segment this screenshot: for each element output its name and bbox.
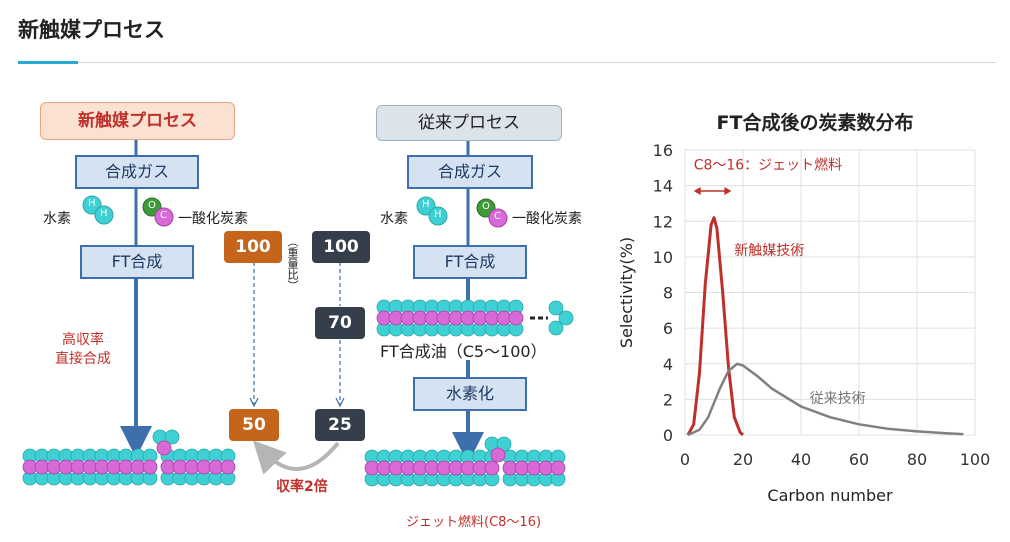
carbon-atom bbox=[220, 459, 236, 475]
y-axis-label: Selectivity(%) bbox=[617, 237, 636, 348]
chart-series bbox=[686, 216, 964, 437]
range-arrow-head bbox=[693, 186, 701, 195]
x-tick-label: 80 bbox=[907, 450, 927, 469]
old-hydrogenation-step: 水素化 bbox=[413, 377, 527, 411]
y-tick-label: 12 bbox=[653, 212, 673, 231]
y-tick-label: 10 bbox=[653, 248, 673, 267]
atom-h-label: H bbox=[422, 199, 430, 210]
ft-oil-label: FT合成油（C5～100） bbox=[380, 342, 547, 361]
series-label-old: 従来技術 bbox=[810, 391, 866, 407]
hydrocarbon-chain-illustrations bbox=[22, 299, 574, 487]
carbon-atom bbox=[550, 460, 566, 476]
new-hydrogen-label: 水素 bbox=[43, 211, 71, 227]
old-syngas-step: 合成ガス bbox=[407, 155, 533, 189]
chart-title: FT合成後の炭素数分布 bbox=[716, 112, 914, 134]
series-label-new: 新触媒技術 bbox=[734, 243, 804, 259]
atom-o-label: O bbox=[482, 201, 490, 212]
atom-h-label: H bbox=[434, 209, 442, 220]
new-process-note: 高収率 直接合成 bbox=[55, 332, 111, 367]
yield-label: 収率2倍 bbox=[276, 479, 328, 495]
chart-tick-labels: 0 2 4 6 8 10 12 14 16 0 20 40 60 80 100 Carbon number Se… bbox=[617, 141, 990, 505]
series-line bbox=[687, 362, 964, 437]
x-axis-label: Carbon number bbox=[767, 486, 893, 505]
series-line bbox=[686, 216, 745, 437]
x-tick-label: 20 bbox=[733, 450, 753, 469]
page-title: 新触媒プロセス bbox=[18, 18, 165, 42]
co-molecule-icon-old bbox=[476, 198, 508, 228]
atom-o-label: O bbox=[148, 200, 156, 211]
weight-ratio-note: （重量比） bbox=[286, 236, 299, 291]
new-value-start: 100 bbox=[224, 231, 282, 263]
y-tick-label: 6 bbox=[663, 319, 673, 338]
atom-h-label: H bbox=[88, 198, 96, 209]
old-value-middle: 70 bbox=[315, 307, 365, 339]
new-process-header: 新触媒プロセス bbox=[40, 102, 235, 140]
y-tick-label: 0 bbox=[663, 426, 673, 445]
new-syngas-step: 合成ガス bbox=[75, 155, 199, 189]
co-molecule-icon bbox=[142, 197, 174, 227]
y-tick-label: 14 bbox=[653, 177, 673, 196]
hydrogen-atom bbox=[558, 310, 574, 326]
hydrogen-molecule-icon-old bbox=[416, 196, 448, 226]
atom-h-label: H bbox=[100, 208, 108, 219]
carbon-atom bbox=[508, 310, 524, 326]
carbon-atom bbox=[484, 460, 500, 476]
jet-fuel-annotation: C8～16：ジェット燃料 bbox=[694, 157, 843, 174]
hydrogen-atom bbox=[164, 429, 180, 445]
carbon-atom bbox=[490, 447, 506, 463]
x-tick-label: 60 bbox=[849, 450, 869, 469]
new-co-label: 一酸化炭素 bbox=[178, 211, 248, 227]
x-tick-label: 0 bbox=[680, 450, 690, 469]
new-value-end: 50 bbox=[229, 409, 279, 441]
carbon-atom bbox=[156, 440, 172, 456]
old-ft-step: FT合成 bbox=[413, 245, 527, 279]
new-ft-step: FT合成 bbox=[80, 245, 194, 279]
y-tick-label: 4 bbox=[663, 355, 673, 374]
old-process-header: 従来プロセス bbox=[376, 105, 562, 141]
old-value-end: 25 bbox=[315, 409, 365, 441]
old-co-label: 一酸化炭素 bbox=[512, 211, 582, 227]
title-divider-accent bbox=[18, 61, 78, 64]
x-tick-label: 100 bbox=[960, 450, 991, 469]
title-divider bbox=[18, 62, 996, 63]
x-tick-label: 40 bbox=[791, 450, 811, 469]
atom-c-label: C bbox=[160, 210, 167, 221]
hydrogen-atom bbox=[548, 300, 564, 316]
jet-fuel-product-label: ジェット燃料(C8～16) bbox=[406, 515, 542, 530]
hydrogen-molecule-icon bbox=[82, 195, 114, 225]
atom-c-label: C bbox=[494, 211, 501, 222]
chart-grid bbox=[684, 149, 976, 436]
yield-curve-arrow bbox=[252, 440, 340, 475]
old-hydrogen-label: 水素 bbox=[380, 211, 408, 227]
selectivity-chart: 0 2 4 6 8 10 12 14 16 0 20 40 60 80 100 Carbon number Se… bbox=[617, 141, 990, 505]
y-tick-label: 8 bbox=[663, 284, 673, 303]
carbon-atom bbox=[142, 459, 158, 475]
y-tick-label: 16 bbox=[653, 141, 673, 160]
range-arrow-head bbox=[724, 186, 732, 195]
y-tick-label: 2 bbox=[663, 390, 673, 409]
old-value-start: 100 bbox=[312, 231, 370, 263]
hydrogen-atom bbox=[548, 320, 564, 336]
